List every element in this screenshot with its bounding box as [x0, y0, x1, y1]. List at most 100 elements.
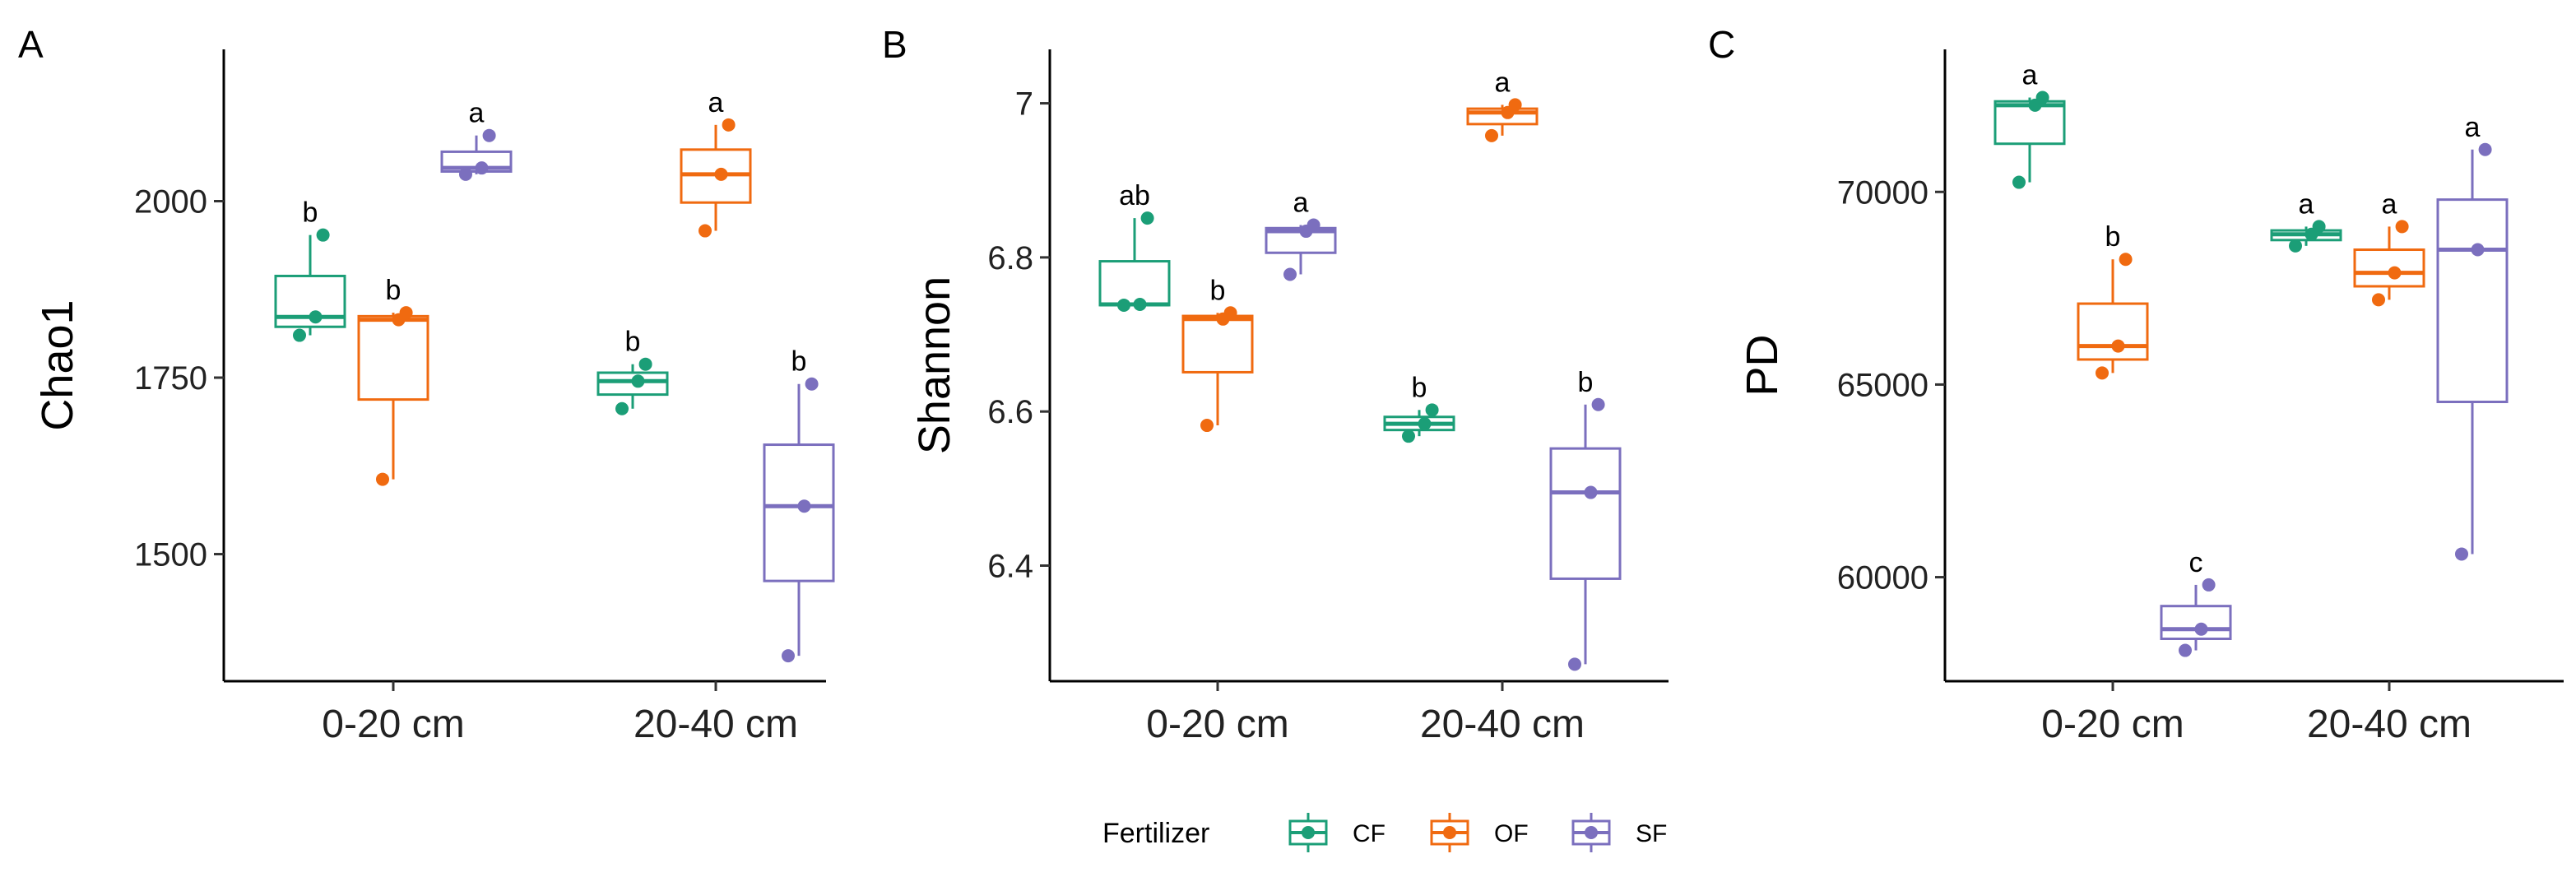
- box-iqr: [1549, 447, 1622, 580]
- data-point: [1307, 218, 1320, 232]
- y-tick-label: 60000: [1837, 560, 1929, 596]
- data-point: [482, 128, 496, 142]
- y-tick-label: 70000: [1837, 174, 1929, 211]
- significance-label: a: [469, 98, 485, 129]
- data-point: [399, 306, 413, 320]
- significance-label: a: [2299, 188, 2314, 220]
- data-point: [459, 167, 472, 181]
- data-point: [2194, 622, 2208, 636]
- data-point: [2012, 175, 2026, 189]
- significance-label: b: [1210, 275, 1226, 306]
- data-point: [2312, 220, 2326, 234]
- data-point: [2471, 243, 2485, 257]
- data-point: [722, 118, 736, 132]
- y-axis-label: Chao1: [33, 299, 82, 430]
- box-of-20-40: a: [1466, 67, 1539, 142]
- box-iqr: [2160, 605, 2232, 640]
- panel-letter: C: [1708, 23, 1735, 66]
- significance-label: a: [2022, 60, 2038, 91]
- data-point: [1117, 298, 1130, 312]
- x-tick-label: 20-40 cm: [2307, 703, 2472, 746]
- data-point: [1485, 128, 1498, 142]
- box-of-0-20: b: [1181, 275, 1254, 433]
- data-point: [1568, 657, 1581, 671]
- significance-label: b: [2105, 221, 2121, 253]
- box-sf-20-40: b: [1549, 367, 1622, 671]
- box-iqr: [1181, 314, 1254, 374]
- data-point: [475, 161, 489, 175]
- significance-label: a: [2382, 188, 2397, 220]
- data-point: [797, 499, 811, 513]
- y-tick-label: 7: [1015, 86, 1033, 123]
- significance-label: a: [708, 87, 724, 118]
- legend-label: CF: [1353, 820, 1385, 847]
- legend-label: SF: [1636, 820, 1667, 847]
- data-point: [1402, 429, 1415, 443]
- box-cf-0-20: a: [1993, 60, 2066, 189]
- y-tick-label: 2000: [134, 183, 207, 220]
- data-point: [1283, 267, 1297, 281]
- box-cf-0-20: b: [274, 197, 346, 342]
- box-cf-20-40: b: [596, 327, 669, 415]
- box-cf-20-40: a: [2270, 188, 2342, 253]
- data-point: [376, 472, 389, 486]
- significance-label: b: [1578, 367, 1594, 398]
- box-cf-20-40: b: [1383, 372, 1455, 443]
- significance-label: a: [1293, 188, 1309, 219]
- data-point: [1591, 397, 1605, 411]
- legend-title: Fertilizer: [1102, 818, 1209, 849]
- box-iqr: [763, 443, 835, 582]
- legend-key-point: [1302, 826, 1315, 839]
- legend-entry-cf: CF: [1288, 813, 1385, 852]
- data-point: [714, 167, 728, 181]
- significance-label: c: [2189, 547, 2203, 578]
- data-point: [1223, 306, 1237, 320]
- box-iqr: [357, 314, 429, 401]
- significance-label: a: [2465, 112, 2481, 143]
- data-point: [2202, 578, 2216, 592]
- significance-label: b: [625, 327, 641, 358]
- box-iqr: [1098, 260, 1171, 307]
- legend-entry-of: OF: [1430, 813, 1529, 852]
- box-iqr: [2353, 248, 2425, 288]
- significance-label: a: [1495, 67, 1511, 98]
- data-point: [805, 377, 819, 391]
- significance-label: ab: [1119, 180, 1150, 211]
- x-tick-label: 0-20 cm: [2041, 703, 2184, 746]
- data-point: [1133, 298, 1147, 312]
- y-tick-label: 65000: [1837, 367, 1929, 403]
- box-cf-0-20: ab: [1098, 180, 1171, 312]
- box-of-0-20: b: [357, 275, 429, 486]
- legend-entry-sf: SF: [1571, 813, 1667, 852]
- data-point: [2388, 266, 2402, 280]
- significance-label: b: [303, 197, 318, 229]
- data-point: [2111, 339, 2125, 353]
- significance-label: b: [1412, 372, 1427, 403]
- y-tick-label: 1750: [134, 360, 207, 397]
- legend: Fertilizer CF OF SF: [1102, 813, 1667, 852]
- data-point: [2395, 220, 2409, 234]
- y-tick-label: 6.6: [987, 394, 1033, 430]
- box-sf-20-40: a: [2436, 112, 2509, 561]
- data-point: [316, 228, 330, 242]
- legend-label: OF: [1494, 820, 1529, 847]
- y-tick-label: 1500: [134, 537, 207, 573]
- data-point: [2096, 366, 2109, 380]
- data-point: [615, 401, 629, 415]
- data-point: [631, 374, 645, 388]
- data-point: [2119, 253, 2133, 267]
- y-tick-label: 6.8: [987, 240, 1033, 276]
- data-point: [699, 224, 712, 238]
- significance-label: b: [791, 346, 807, 378]
- y-axis-label: PD: [1738, 334, 1787, 396]
- data-point: [1200, 419, 1214, 433]
- data-point: [1584, 485, 1598, 499]
- box-sf-0-20: c: [2160, 547, 2232, 657]
- data-point: [2372, 293, 2385, 307]
- x-tick-label: 0-20 cm: [322, 703, 464, 746]
- x-tick-label: 20-40 cm: [634, 703, 798, 746]
- y-axis-label: Shannon: [910, 276, 959, 454]
- legend-key-point: [1443, 826, 1456, 839]
- panel-a: A Chao1 1500 1750 2000 0-20 cm 20-40 cm b b a b a b: [18, 23, 835, 746]
